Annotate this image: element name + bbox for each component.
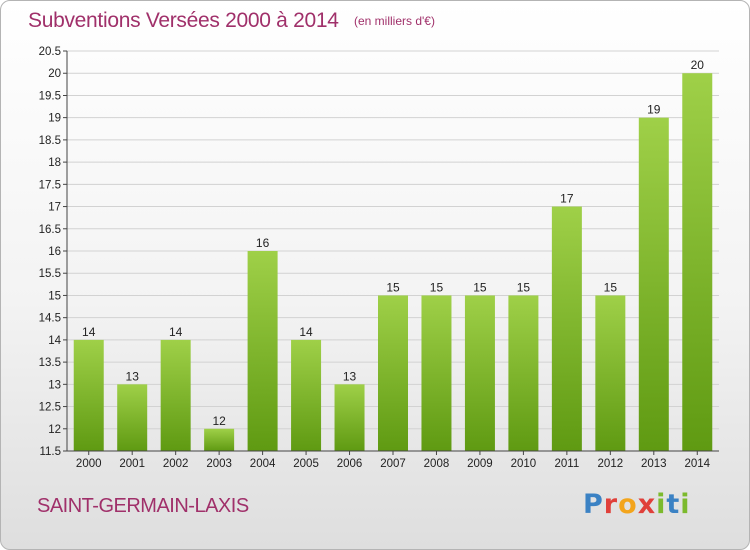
x-tick-label: 2012 [598,458,624,470]
y-tick-label: 16 [48,246,61,258]
bar [464,295,495,451]
y-tick-label: 17 [48,202,61,214]
y-tick-label: 20.5 [39,46,61,58]
y-tick-label: 20 [48,68,61,80]
y-tick-label: 18 [48,157,61,169]
y-tick-label: 13 [48,379,61,391]
bar [378,295,408,451]
y-tick-label: 15.5 [39,268,61,280]
bar-value-label: 14 [82,325,96,339]
y-tick-label: 19.5 [39,90,61,102]
y-tick-label: 17.5 [39,179,61,191]
y-tick-label: 12 [48,424,61,436]
bar-value-label: 13 [126,369,140,383]
x-tick-label: 2008 [424,458,450,470]
x-tick-label: 2009 [467,458,493,470]
chart-title: Subventions Versées 2000 à 2014 [28,9,339,32]
x-tick-label: 2007 [380,458,406,470]
x-tick-label: 2002 [163,458,189,470]
bar [204,428,235,451]
x-tick-label: 2013 [641,458,667,470]
bar [73,339,104,451]
y-tick-label: 15 [48,290,61,302]
bar-value-label: 20 [691,58,705,72]
x-tick-label: 2003 [206,458,232,470]
x-tick-label: 2014 [684,458,710,470]
bar-value-label: 15 [386,280,400,294]
bar [682,73,713,451]
y-tick-label: 19 [48,113,61,125]
x-tick-label: 2006 [337,458,363,470]
bar [160,339,191,451]
x-tick-label: 2011 [554,458,579,470]
proxiti-logo[interactable]: Proxiti [583,489,691,520]
bar-value-label: 19 [647,103,661,117]
y-tick-label: 14 [48,335,61,347]
bar-value-label: 12 [212,414,226,428]
bar [421,295,452,451]
bar-value-label: 13 [343,369,357,383]
bar-value-label: 14 [299,325,313,339]
x-tick-label: 2001 [119,458,145,470]
commune-name: SAINT-GERMAIN-LAXIS [37,495,249,517]
bar-value-label: 15 [604,280,618,294]
bar-value-label: 15 [517,280,531,294]
x-tick-label: 2004 [250,458,276,470]
bar-value-label: 15 [473,280,487,294]
x-tick-label: 2010 [511,458,537,470]
bar [595,295,626,451]
bar [247,251,278,451]
bar-value-label: 14 [169,325,183,339]
y-tick-label: 16.5 [39,224,61,236]
bar [291,339,322,451]
x-tick-label: 2005 [293,458,319,470]
y-tick-label: 12.5 [39,402,61,414]
bar [508,295,539,451]
bars: 14 13 14 12 16 14 13 15 15 15 15 17 15 19 20 [73,58,713,452]
bar-value-label: 17 [560,192,574,206]
x-tick-label: 2000 [76,458,102,470]
bar [334,384,365,451]
y-tick-label: 14.5 [39,313,61,325]
bar-value-label: 16 [256,236,270,250]
chart-subtitle: (en milliers d'€) [354,14,435,28]
bar [117,384,148,451]
axes: 11.5 12 12.5 13 13.5 14 14.5 15 15.5 16 16.5 17 17.5… [39,46,719,470]
y-tick-label: 11.5 [39,446,61,458]
y-tick-label: 18.5 [39,135,61,147]
bar-value-label: 15 [430,280,444,294]
bar [551,206,582,451]
bar [638,117,669,452]
y-tick-label: 13.5 [39,357,61,369]
